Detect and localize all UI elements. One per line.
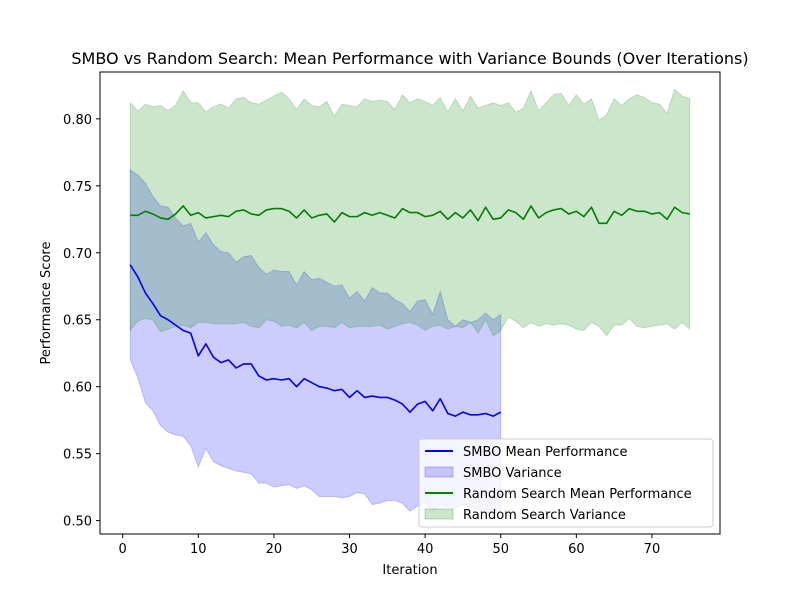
legend: SMBO Mean Performance SMBO Variance Random…: [418, 438, 714, 528]
x-tick-label: 0: [119, 542, 127, 557]
x-tick-label: 40: [417, 542, 434, 557]
y-tick-label: 0.60: [63, 381, 92, 396]
x-tick-label: 70: [644, 542, 661, 557]
y-tick-label: 0.70: [63, 247, 92, 262]
plot-area: [129, 88, 691, 515]
x-tick-label: 50: [492, 542, 509, 557]
y-axis-label: Performance Score: [39, 242, 54, 365]
x-axis-label: Iteration: [382, 563, 437, 578]
smbo-mean-performance-line: [129, 264, 502, 417]
legend-label: SMBO Variance: [463, 466, 562, 481]
x-tick-label: 30: [341, 542, 358, 557]
y-axis: 0.50 0.55 0.60 0.65 0.70 0.75 0.80: [63, 113, 100, 530]
y-tick-label: 0.50: [63, 515, 92, 530]
x-tick-label: 60: [568, 542, 585, 557]
chart-title: SMBO vs Random Search: Mean Performance …: [71, 49, 748, 68]
legend-label: SMBO Mean Performance: [463, 445, 627, 460]
legend-label: Random Search Mean Performance: [463, 487, 692, 502]
y-tick-label: 0.80: [63, 113, 92, 128]
random-search-mean-performance-line: [130, 205, 690, 225]
x-tick-label: 20: [266, 542, 283, 557]
y-tick-label: 0.55: [63, 448, 92, 463]
plot-frame: [99, 71, 721, 535]
legend-label: Random Search Variance: [463, 508, 626, 523]
legend-swatch: [424, 466, 454, 478]
y-tick-label: 0.75: [63, 180, 92, 195]
x-axis: 0 10 20 30 40 50 60 70: [119, 534, 661, 557]
legend-box: [418, 438, 714, 528]
x-tick-label: 10: [190, 542, 207, 557]
y-tick-label: 0.65: [63, 314, 92, 329]
legend-swatch: [424, 508, 454, 520]
